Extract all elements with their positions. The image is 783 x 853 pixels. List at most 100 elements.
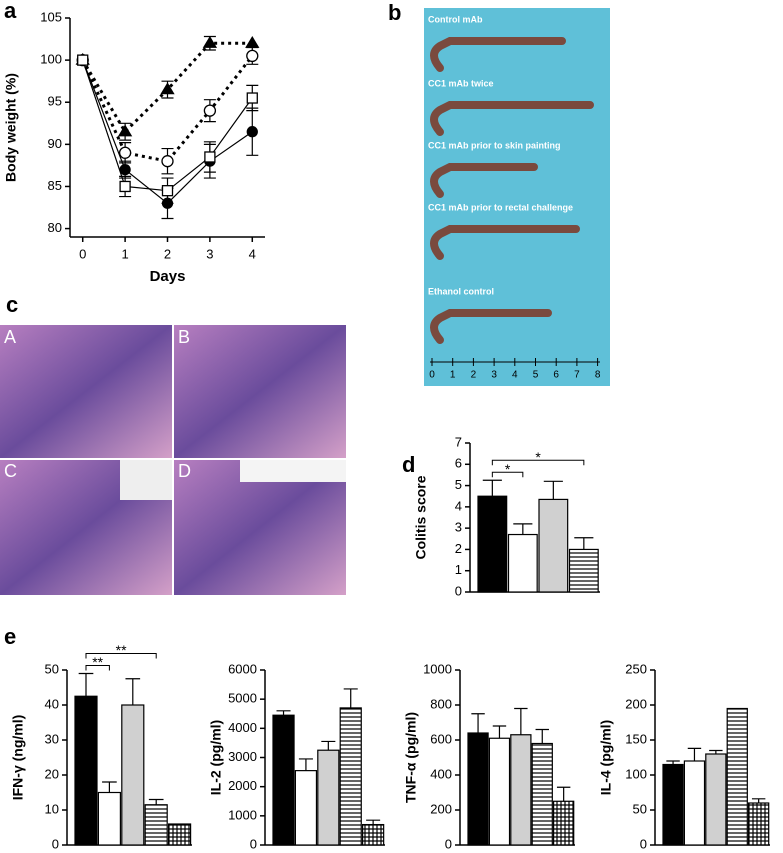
- error-bar: [343, 688, 358, 708]
- y-tick-label: 400: [430, 766, 452, 781]
- series-line: [81, 54, 254, 163]
- y-axis-label: IFN-γ (ng/ml): [10, 715, 26, 801]
- x-axis-label: Days: [150, 268, 186, 285]
- y-axis-label: TNF-α (pg/ml): [403, 712, 419, 803]
- marker: [77, 54, 89, 66]
- bar: [477, 495, 508, 593]
- y-tick-label: 600: [430, 731, 452, 746]
- y-tick-label: 90: [48, 136, 62, 151]
- marker: [204, 151, 216, 163]
- marker: [246, 49, 259, 63]
- panel-label: e: [4, 624, 16, 649]
- y-tick-label: 95: [48, 94, 62, 109]
- bar: [662, 763, 684, 846]
- bar: [510, 734, 532, 846]
- y-tick-label: 1000: [228, 807, 257, 822]
- photo-background: [424, 8, 610, 386]
- x-tick-label: 4: [249, 246, 256, 261]
- y-tick-label: 20: [45, 766, 59, 781]
- error-bar: [543, 480, 563, 500]
- y-tick-label: 200: [625, 696, 647, 711]
- marker: [118, 146, 132, 159]
- bar: [705, 753, 727, 846]
- bar: [168, 823, 192, 846]
- ruler-label: 1: [450, 370, 456, 381]
- error-bar: [556, 786, 571, 802]
- y-tick-label: 7: [455, 434, 462, 449]
- y-tick-label: 100: [40, 52, 62, 67]
- y-tick-label: 150: [625, 731, 647, 746]
- y-tick-label: 6000: [228, 661, 257, 676]
- y-tick-label: 50: [45, 661, 59, 676]
- y-tick-label: 4: [455, 498, 462, 513]
- significance-bracket: [491, 471, 524, 478]
- y-tick-label: 200: [430, 801, 452, 816]
- error-bar: [751, 798, 766, 803]
- marker: [161, 185, 174, 197]
- ruler-label: 2: [471, 370, 477, 381]
- bar: [568, 548, 599, 593]
- marker: [161, 155, 174, 168]
- photo-label: C: [4, 461, 17, 481]
- error-bar: [687, 747, 702, 761]
- error-bar: [482, 479, 502, 497]
- marker: [203, 104, 217, 117]
- marker: [246, 126, 258, 138]
- bar: [538, 498, 569, 593]
- bar: [294, 770, 318, 846]
- bar: [97, 791, 121, 846]
- error-bar: [574, 537, 594, 550]
- bar: [507, 533, 538, 593]
- error-bar: [78, 672, 94, 697]
- ruler-label: 3: [491, 370, 497, 381]
- error-bar: [148, 798, 164, 805]
- colon: [430, 37, 566, 72]
- bar: [317, 749, 340, 846]
- x-tick-label: 3: [206, 246, 213, 261]
- ruler-label: 7: [574, 370, 580, 381]
- marker: [119, 163, 131, 176]
- y-tick-label: 6: [455, 456, 462, 471]
- bar: [726, 707, 748, 846]
- error-bar: [471, 713, 485, 733]
- colon: [430, 309, 552, 344]
- significance-label: *: [505, 461, 511, 477]
- significance-label: **: [116, 642, 127, 658]
- y-tick-label: 0: [640, 836, 647, 851]
- ruler-label: 5: [533, 370, 539, 381]
- y-tick-label: 80: [48, 220, 62, 235]
- y-tick-label: 2: [455, 541, 462, 556]
- y-tick-label: 85: [48, 178, 62, 193]
- y-axis-label: Colitis score: [413, 475, 429, 559]
- marker: [202, 36, 218, 48]
- significance-bracket: [85, 665, 110, 671]
- error-bar: [366, 819, 381, 825]
- bar: [272, 714, 295, 846]
- error-bar: [276, 710, 291, 716]
- marker: [246, 92, 258, 104]
- error-bar: [298, 758, 313, 771]
- x-tick-label: 0: [79, 246, 86, 261]
- y-tick-label: 5: [455, 477, 462, 492]
- y-tick-label: 10: [45, 801, 59, 816]
- y-tick-label: 0: [455, 583, 462, 598]
- bar: [683, 760, 706, 846]
- bar: [362, 823, 385, 846]
- error-bar: [492, 725, 507, 739]
- significance-label: **: [92, 654, 103, 670]
- y-axis-label: IL-2 (pg/ml): [208, 720, 224, 795]
- panel-label: d: [402, 452, 415, 477]
- bar: [488, 737, 511, 846]
- panel-label: c: [6, 292, 18, 317]
- colon: [430, 101, 594, 136]
- x-tick-label: 2: [164, 246, 171, 261]
- ruler-label: 6: [553, 370, 559, 381]
- y-tick-label: 0: [52, 836, 59, 851]
- colon: [430, 163, 538, 198]
- y-tick-label: 50: [633, 801, 647, 816]
- y-tick-label: 105: [40, 9, 62, 24]
- y-tick-label: 100: [625, 766, 647, 781]
- x-tick-label: 1: [121, 246, 128, 261]
- significance-label: *: [535, 449, 541, 465]
